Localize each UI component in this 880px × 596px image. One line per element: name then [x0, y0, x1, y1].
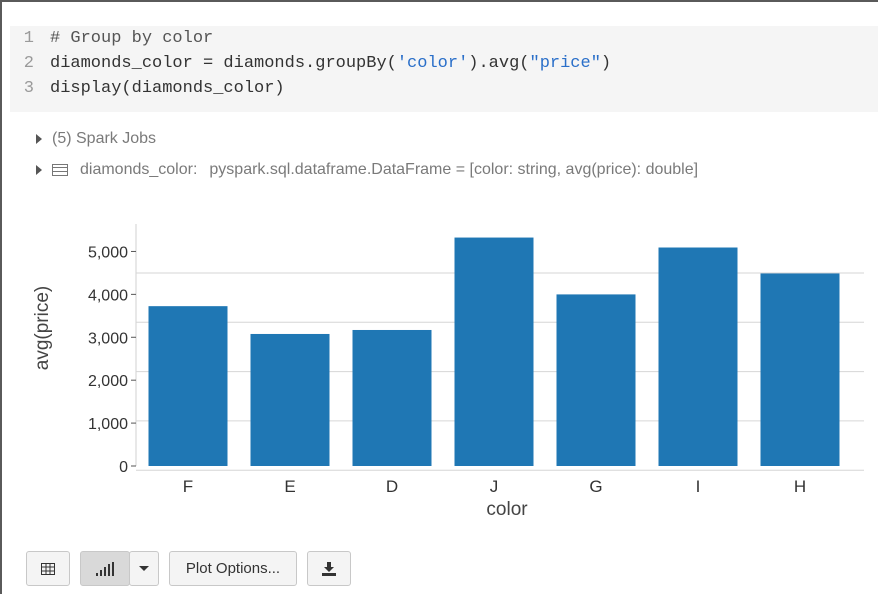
- line-number: 3: [23, 79, 34, 98]
- table-view-button[interactable]: [26, 551, 70, 586]
- code-editor[interactable]: 1 # Group by color 2 diamonds_color = di…: [10, 26, 878, 112]
- bar-chart-icon: [96, 561, 114, 576]
- spark-jobs-toggle[interactable]: (5) Spark Jobs: [36, 130, 156, 148]
- bar: [454, 237, 534, 466]
- bar: [556, 294, 636, 466]
- y-tick-label: 1,000: [88, 416, 128, 433]
- plot-options-label: Plot Options...: [185, 560, 281, 577]
- y-tick-label: 4,000: [88, 287, 128, 304]
- expand-triangle-icon[interactable]: [36, 165, 42, 175]
- spark-jobs-label: (5) Spark Jobs: [52, 130, 157, 147]
- bar: [760, 273, 840, 466]
- dataframe-icon: [52, 164, 68, 176]
- code-text: # Group by color: [50, 29, 214, 48]
- y-tick-label: 0: [119, 459, 128, 476]
- line-number: 1: [23, 29, 34, 48]
- chart-view-button[interactable]: [80, 551, 130, 586]
- table-icon: [41, 562, 55, 575]
- line-number: 2: [23, 54, 34, 73]
- y-axis-label: avg(price): [32, 286, 53, 370]
- y-tick-label: 5,000: [88, 244, 128, 261]
- chart-type-dropdown[interactable]: [129, 551, 159, 586]
- code-line: 3 display(diamonds_color): [10, 76, 878, 101]
- download-icon: [322, 561, 336, 576]
- x-tick-label: D: [386, 477, 398, 496]
- bar: [658, 247, 738, 466]
- x-tick-label: F: [183, 477, 193, 496]
- x-tick-label: H: [794, 477, 806, 496]
- x-axis-label: color: [486, 499, 528, 520]
- bar: [352, 329, 432, 466]
- download-button[interactable]: [307, 551, 351, 586]
- y-tick-label: 2,000: [88, 373, 128, 390]
- x-tick-label: G: [589, 477, 602, 496]
- bar: [250, 333, 330, 466]
- y-tick-label: 3,000: [88, 330, 128, 347]
- code-line: 1 # Group by color: [10, 26, 878, 51]
- dataframe-schema-toggle[interactable]: diamonds_color: pyspark.sql.dataframe.Da…: [36, 161, 698, 179]
- dataframe-type: pyspark.sql.dataframe.DataFrame = [color…: [209, 161, 699, 178]
- dataframe-name: diamonds_color:: [80, 161, 198, 178]
- code-text: diamonds_color = diamonds.groupBy('color…: [50, 54, 612, 73]
- plot-options-button[interactable]: Plot Options...: [169, 551, 297, 586]
- caret-down-icon: [139, 566, 149, 571]
- code-line: 2 diamonds_color = diamonds.groupBy('col…: [10, 51, 878, 76]
- x-tick-label: J: [490, 477, 499, 496]
- code-text: display(diamonds_color): [50, 79, 285, 98]
- expand-triangle-icon[interactable]: [36, 134, 42, 144]
- x-tick-label: E: [284, 477, 295, 496]
- bar: [148, 306, 228, 466]
- x-tick-label: I: [696, 477, 701, 496]
